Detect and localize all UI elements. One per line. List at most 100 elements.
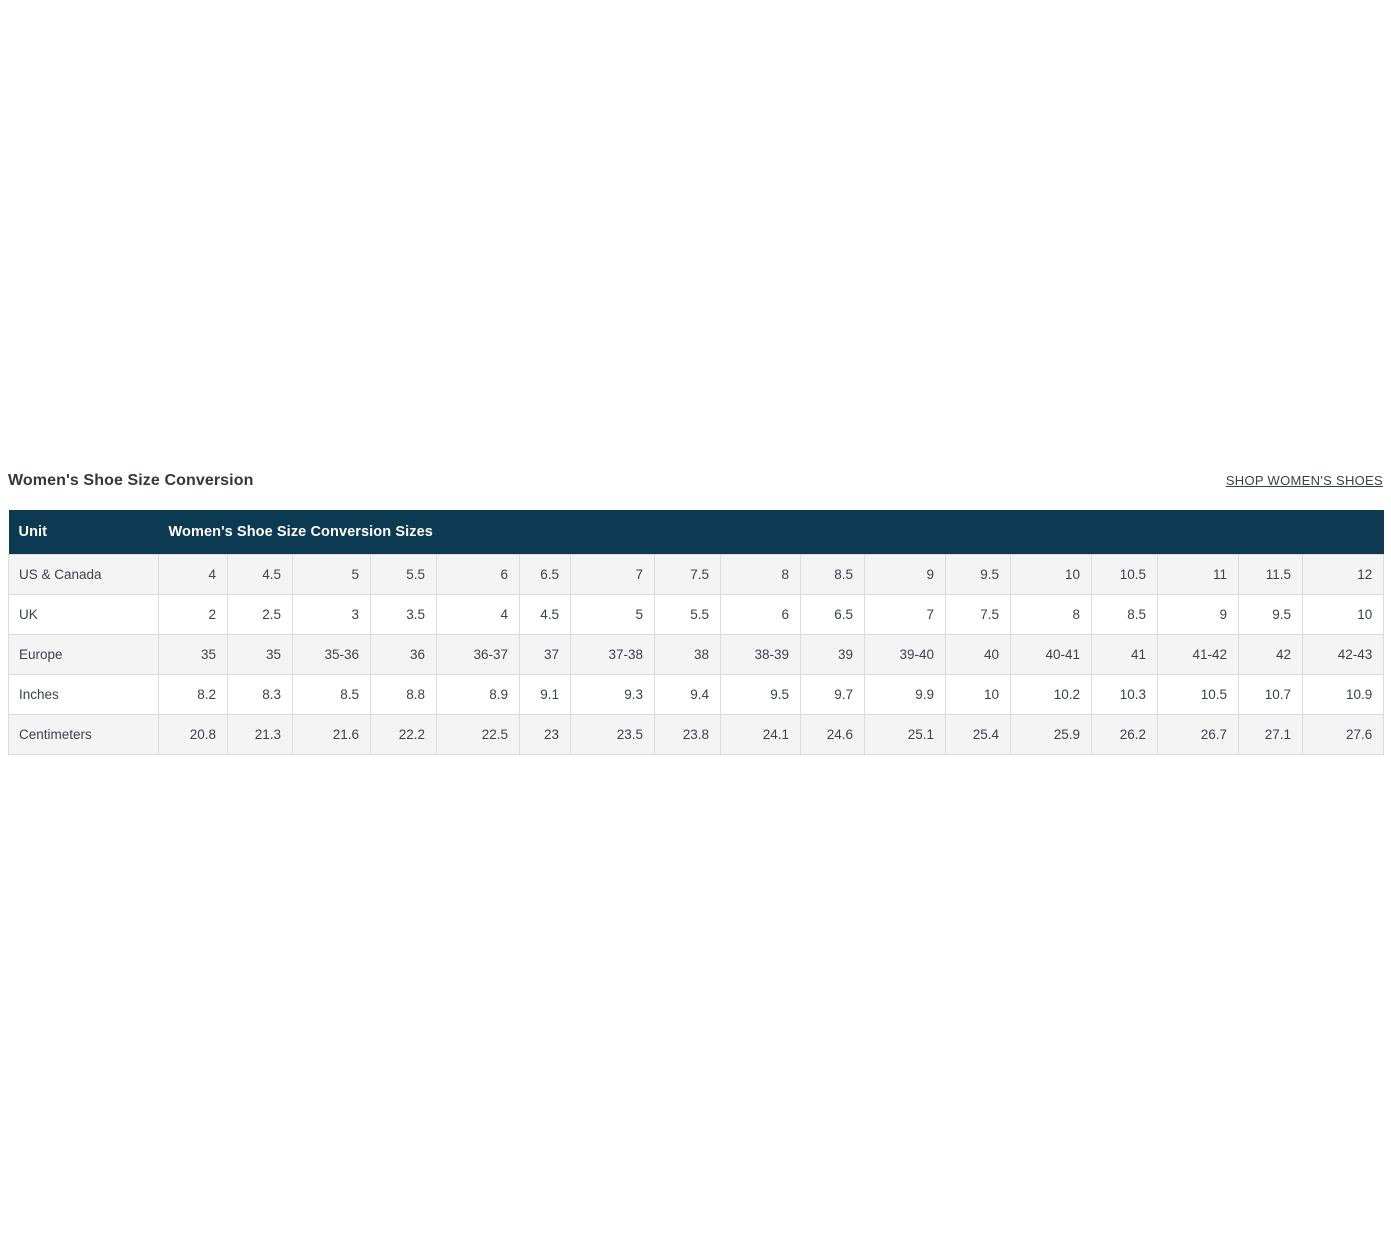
value-cell: 9.4 — [654, 673, 721, 715]
page-content: Women's Shoe Size Conversion SHOP WOMEN'… — [8, 472, 1385, 755]
value-cell: 7.5 — [654, 553, 721, 595]
value-cell: 5 — [292, 553, 371, 595]
value-cell: 4.5 — [519, 593, 571, 635]
value-cell: 41-42 — [1157, 633, 1239, 675]
value-cell: 10 — [1301, 593, 1385, 635]
value-cell: 7 — [570, 553, 655, 595]
value-cell: 9.5 — [720, 673, 801, 715]
value-cell: 8.5 — [1091, 593, 1158, 635]
row-label-cell: Europe — [8, 633, 159, 675]
value-cell: 25.1 — [864, 713, 946, 755]
value-cell: 6.5 — [800, 593, 865, 635]
value-cell: 11 — [1157, 553, 1239, 595]
value-cell: 35 — [158, 633, 228, 675]
value-cell: 7 — [864, 593, 946, 635]
value-cell: 21.3 — [227, 713, 293, 755]
value-cell: 23 — [519, 713, 571, 755]
value-cell: 37 — [519, 633, 571, 675]
value-cell: 36 — [370, 633, 437, 675]
value-cell: 8 — [720, 553, 801, 595]
value-cell: 6 — [436, 553, 520, 595]
value-cell: 39-40 — [864, 633, 946, 675]
value-cell: 5.5 — [654, 593, 721, 635]
value-cell: 9 — [864, 553, 946, 595]
shoe-size-conversion-table: Unit Women's Shoe Size Conversion Sizes … — [8, 510, 1385, 755]
value-cell: 6.5 — [519, 553, 571, 595]
value-cell: 11.5 — [1238, 553, 1303, 595]
table-row: US & Canada 4 4.5 5 5.5 6 6.5 7 7.5 8 8.5 9 9.5 10 10.… — [8, 553, 1385, 595]
value-cell: 10 — [1010, 553, 1092, 595]
value-cell: 23.8 — [654, 713, 721, 755]
value-cell: 22.2 — [370, 713, 437, 755]
value-cell: 8.2 — [158, 673, 228, 715]
table-row: Europe 35 35 35-36 36 36-37 37 37-38 38 38-39 39 39… — [8, 633, 1385, 675]
value-cell: 10.7 — [1238, 673, 1303, 715]
shop-womens-shoes-link[interactable]: SHOP WOMEN'S SHOES — [1225, 473, 1383, 488]
value-cell: 4 — [158, 553, 228, 595]
page-title: Women's Shoe Size Conversion — [8, 472, 254, 489]
value-cell: 38-39 — [720, 633, 801, 675]
row-label-cell: UK — [8, 593, 159, 635]
value-cell: 8.5 — [800, 553, 865, 595]
table-header-unit: Unit — [8, 510, 159, 554]
value-cell: 3.5 — [370, 593, 437, 635]
value-cell: 2.5 — [227, 593, 293, 635]
value-cell: 8.8 — [370, 673, 437, 715]
table-row: UK 2 2.5 3 3.5 4 4.5 5 5.5 6 6.5 7 7.5 8 8.5 9 9.5 10 — [8, 593, 1385, 635]
value-cell: 9.5 — [1238, 593, 1303, 635]
value-cell: 12 — [1301, 553, 1385, 595]
row-label-cell: Inches — [8, 673, 159, 715]
value-cell: 10.9 — [1301, 673, 1385, 715]
value-cell: 5.5 — [370, 553, 437, 595]
value-cell: 6 — [720, 593, 801, 635]
table-row: Inches 8.2 8.3 8.5 8.8 8.9 9.1 9.3 9.4 9.5 9.7 9.9 1… — [8, 673, 1385, 715]
table-header-bar: Women's Shoe Size Conversion SHOP WOMEN'… — [8, 472, 1383, 490]
row-label-cell: US & Canada — [8, 553, 159, 595]
value-cell: 10.2 — [1010, 673, 1092, 715]
value-cell: 9.5 — [945, 553, 1011, 595]
value-cell: 10.5 — [1157, 673, 1239, 715]
value-cell: 42-43 — [1301, 633, 1385, 675]
value-cell: 3 — [292, 593, 371, 635]
value-cell: 8.9 — [436, 673, 520, 715]
table-body: US & Canada 4 4.5 5 5.5 6 6.5 7 7.5 8 8.5 9 9.5 10 10.… — [8, 553, 1385, 755]
value-cell: 24.6 — [800, 713, 865, 755]
value-cell: 27.6 — [1301, 713, 1385, 755]
value-cell: 2 — [158, 593, 228, 635]
value-cell: 20.8 — [158, 713, 228, 755]
value-cell: 5 — [570, 593, 655, 635]
table-row: Centimeters 20.8 21.3 21.6 22.2 22.5 23 23.5 23.… — [8, 713, 1385, 755]
table-header-sizes: Women's Shoe Size Conversion Sizes — [158, 510, 1384, 554]
value-cell: 9 — [1157, 593, 1239, 635]
value-cell: 38 — [654, 633, 721, 675]
value-cell: 37-38 — [570, 633, 655, 675]
value-cell: 42 — [1238, 633, 1303, 675]
value-cell: 40-41 — [1010, 633, 1092, 675]
value-cell: 9.3 — [570, 673, 655, 715]
value-cell: 7.5 — [945, 593, 1011, 635]
value-cell: 41 — [1091, 633, 1158, 675]
value-cell: 10 — [945, 673, 1011, 715]
value-cell: 35 — [227, 633, 293, 675]
value-cell: 23.5 — [570, 713, 655, 755]
value-cell: 8.3 — [227, 673, 293, 715]
value-cell: 40 — [945, 633, 1011, 675]
value-cell: 39 — [800, 633, 865, 675]
value-cell: 8 — [1010, 593, 1092, 635]
value-cell: 9.1 — [519, 673, 571, 715]
value-cell: 25.9 — [1010, 713, 1092, 755]
value-cell: 21.6 — [292, 713, 371, 755]
value-cell: 27.1 — [1238, 713, 1303, 755]
value-cell: 9.7 — [800, 673, 865, 715]
value-cell: 10.5 — [1091, 553, 1158, 595]
value-cell: 9.9 — [864, 673, 946, 715]
value-cell: 22.5 — [436, 713, 520, 755]
value-cell: 10.3 — [1091, 673, 1158, 715]
value-cell: 36-37 — [436, 633, 520, 675]
value-cell: 4.5 — [227, 553, 293, 595]
value-cell: 35-36 — [292, 633, 371, 675]
value-cell: 25.4 — [945, 713, 1011, 755]
value-cell: 24.1 — [720, 713, 801, 755]
value-cell: 8.5 — [292, 673, 371, 715]
value-cell: 4 — [436, 593, 520, 635]
